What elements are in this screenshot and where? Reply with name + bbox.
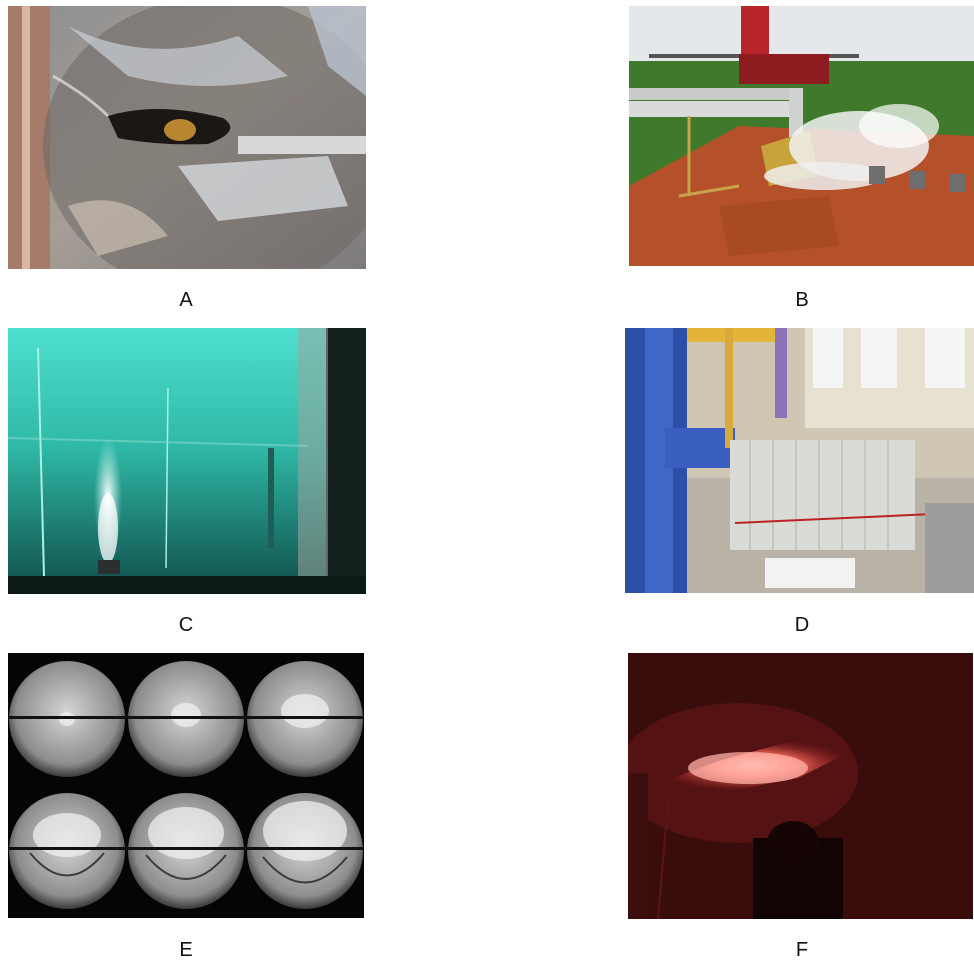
panel-label-f: F bbox=[795, 939, 809, 961]
photo-e-sequence-frames bbox=[8, 653, 364, 918]
panel-label-b: B bbox=[795, 289, 809, 311]
photo-f-flame-jet bbox=[628, 653, 973, 919]
photo-a-corroded-surface bbox=[8, 6, 366, 269]
panel-label-d: D bbox=[794, 614, 810, 636]
photo-c-water-tank-plume bbox=[8, 328, 366, 594]
photo-d-industrial-hall bbox=[625, 328, 974, 593]
photo-b-outdoor-test-site bbox=[629, 6, 974, 266]
panel-label-e: E bbox=[179, 939, 193, 961]
panel-label-a: A bbox=[179, 289, 193, 311]
panel-label-c: C bbox=[178, 614, 194, 636]
